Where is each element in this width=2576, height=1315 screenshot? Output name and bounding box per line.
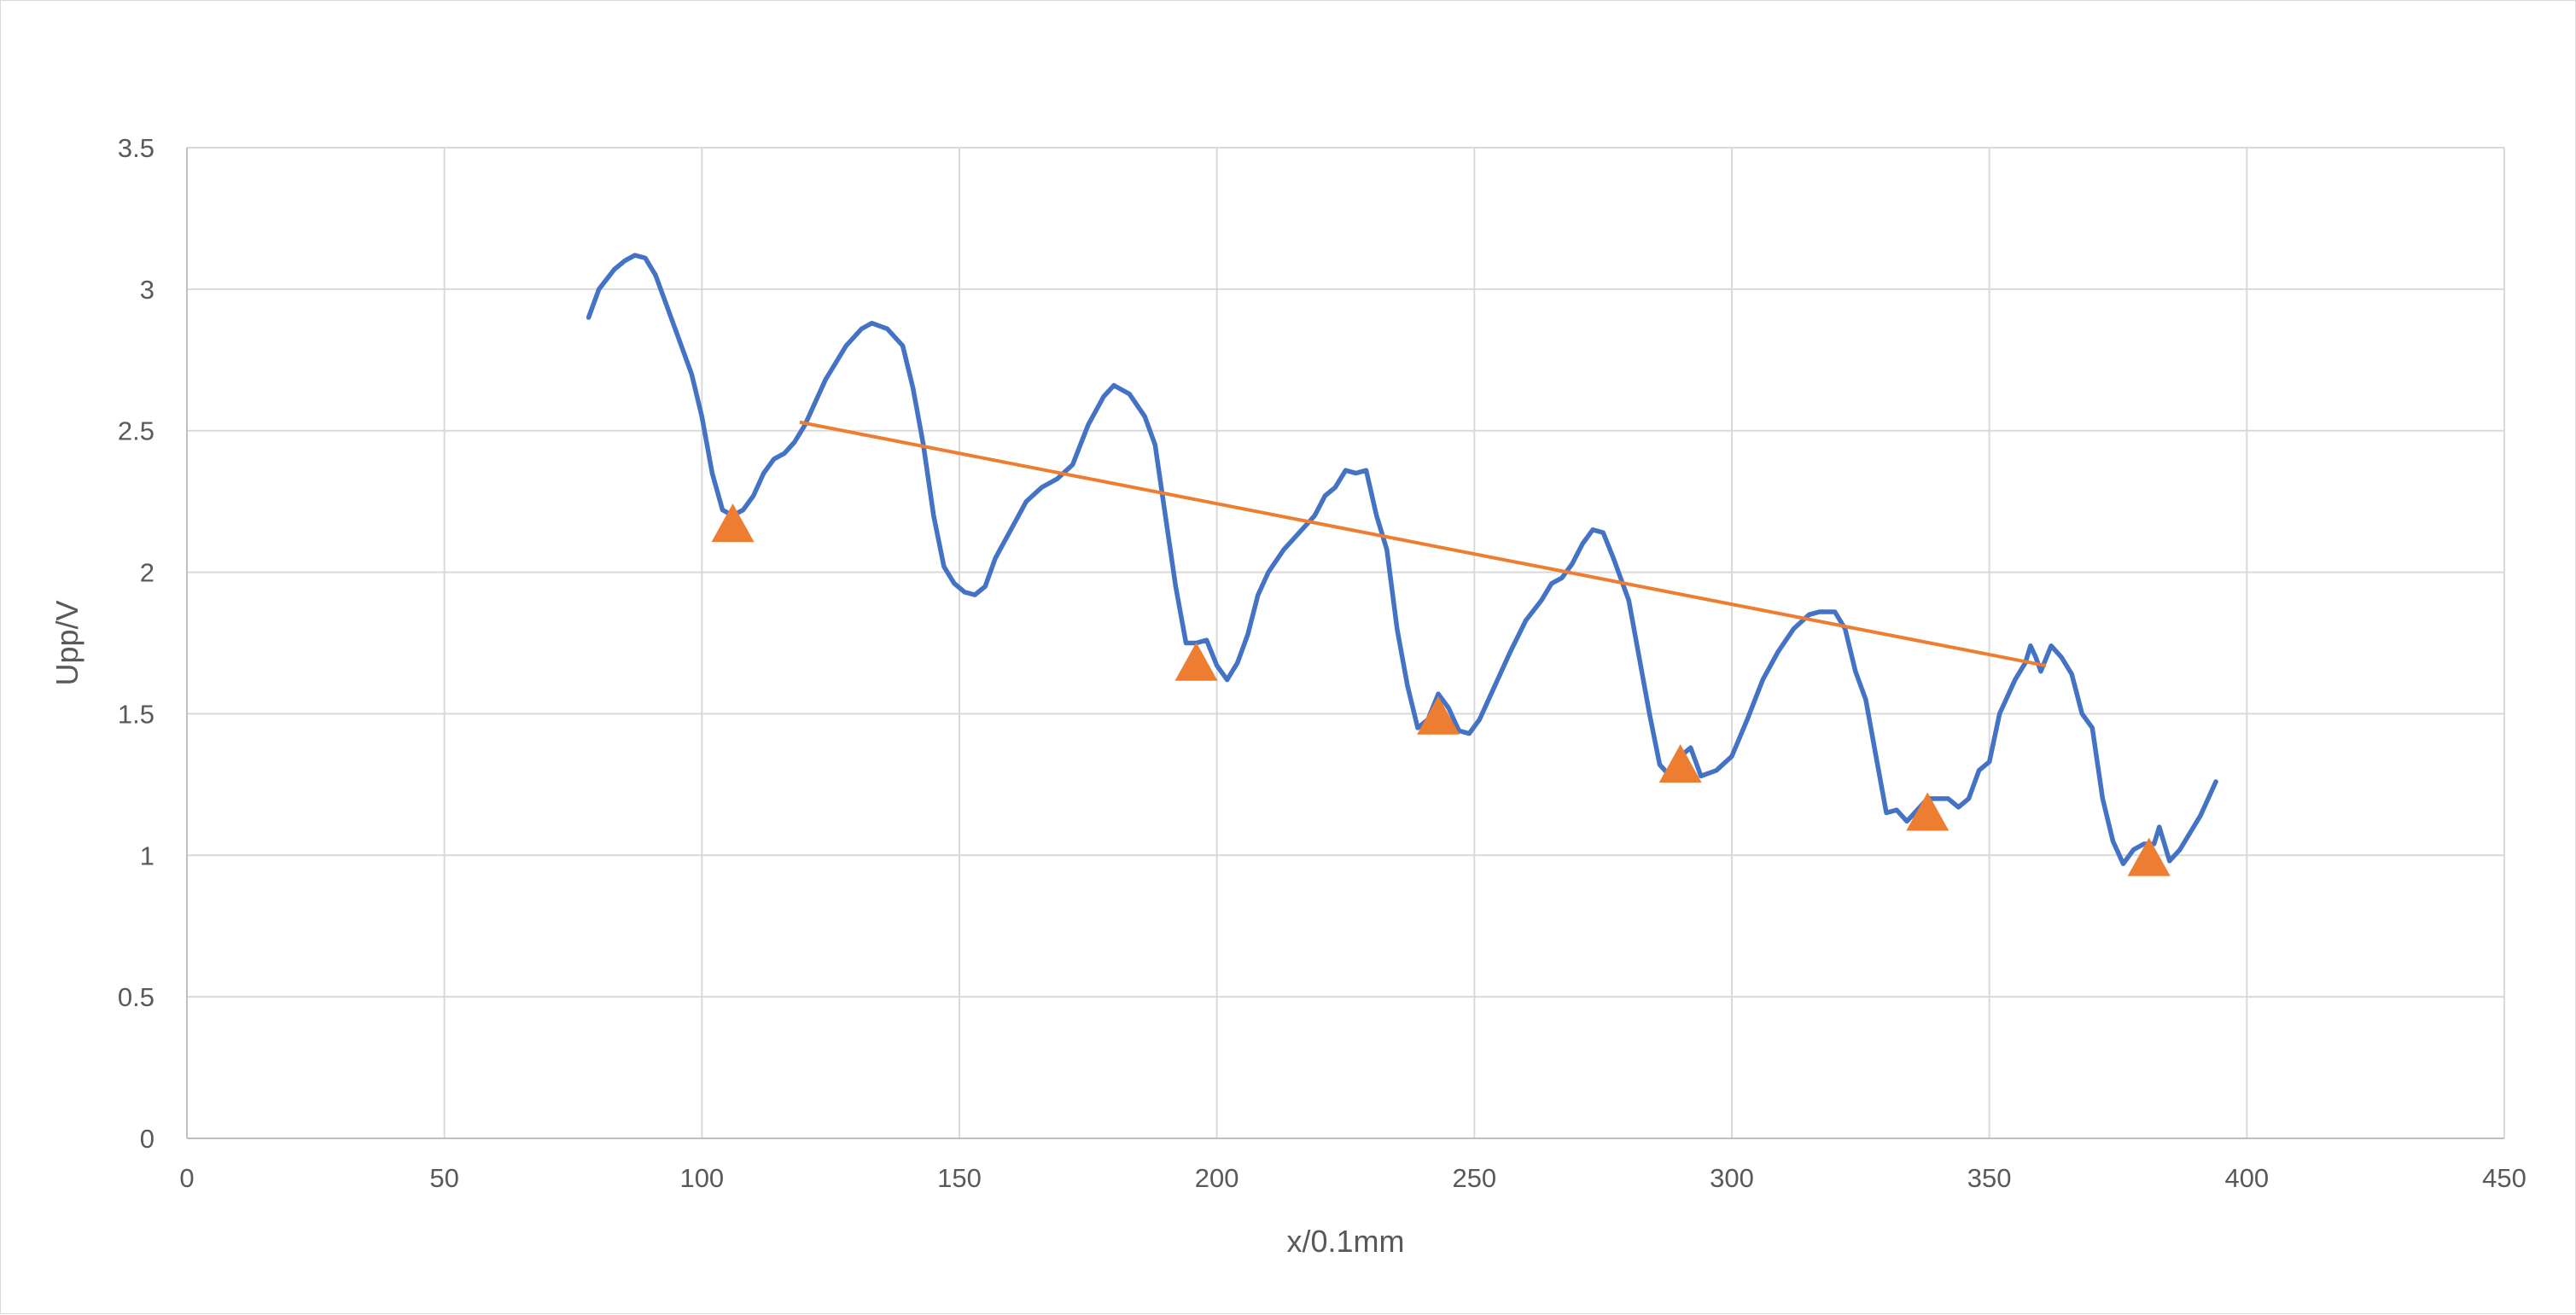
axis-layer — [186, 148, 2504, 1139]
y-axis-title: Upp/V — [50, 600, 85, 685]
triangle-marker — [1906, 792, 1949, 831]
y-tick-label: 2.5 — [118, 416, 154, 446]
triangle-marker — [1417, 695, 1460, 735]
grid-layer — [187, 147, 2505, 1138]
x-tick-label: 50 — [429, 1163, 458, 1193]
y-tick-label: 0 — [140, 1124, 154, 1154]
x-tick-label: 300 — [1710, 1163, 1754, 1193]
y-tick-label: 3 — [140, 275, 154, 305]
x-tick-label: 350 — [1967, 1163, 2012, 1193]
y-tick-label: 2 — [140, 558, 154, 588]
x-tick-label: 150 — [937, 1163, 982, 1193]
x-tick-label: 450 — [2482, 1163, 2526, 1193]
y-tick-label: 1.5 — [118, 699, 154, 729]
x-tick-label: 0 — [179, 1163, 194, 1193]
triangle-marker — [1174, 642, 1218, 681]
x-tick-label: 250 — [1452, 1163, 1496, 1193]
x-tick-label: 100 — [679, 1163, 724, 1193]
triangle-marker — [711, 503, 755, 543]
triangle-marker — [2127, 837, 2171, 876]
y-tick-label: 0.5 — [118, 982, 154, 1012]
signal-line — [586, 253, 2218, 866]
x-tick-label: 400 — [2224, 1163, 2269, 1193]
tick-labels: 0 0.5 1 1.5 2 2.5 3 3.5 0 50 100 150 200 250 300 350 400… — [118, 133, 2526, 1193]
series-layer — [586, 253, 2218, 876]
triangle-marker — [1658, 744, 1702, 783]
trend-line — [799, 420, 2047, 668]
x-tick-label: 200 — [1195, 1163, 1239, 1193]
x-axis-title: x/0.1mm — [1286, 1224, 1404, 1259]
y-tick-label: 1 — [140, 841, 154, 870]
y-tick-label: 3.5 — [118, 133, 154, 163]
